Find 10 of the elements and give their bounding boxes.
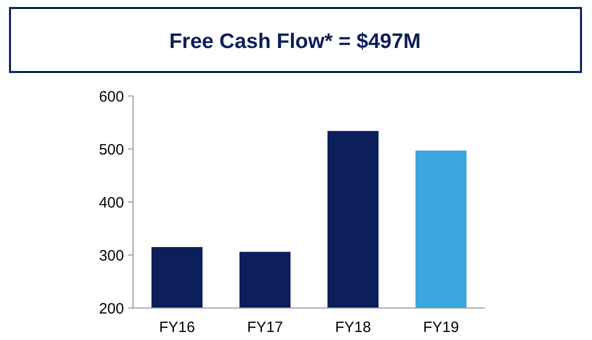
y-tick-label: 600: [98, 88, 124, 106]
x-tick-label: FY16: [159, 319, 195, 336]
x-tick-label: FY18: [335, 319, 371, 336]
y-tick-label: 500: [98, 141, 124, 158]
x-tick-label: FY19: [423, 319, 459, 336]
y-tick-label: 300: [98, 247, 124, 264]
y-tick-label: 400: [98, 194, 124, 212]
y-tick-label: 200: [98, 300, 124, 318]
chart-title: Free Cash Flow* = $497M: [169, 30, 421, 53]
x-tick-label: FY17: [247, 319, 283, 336]
